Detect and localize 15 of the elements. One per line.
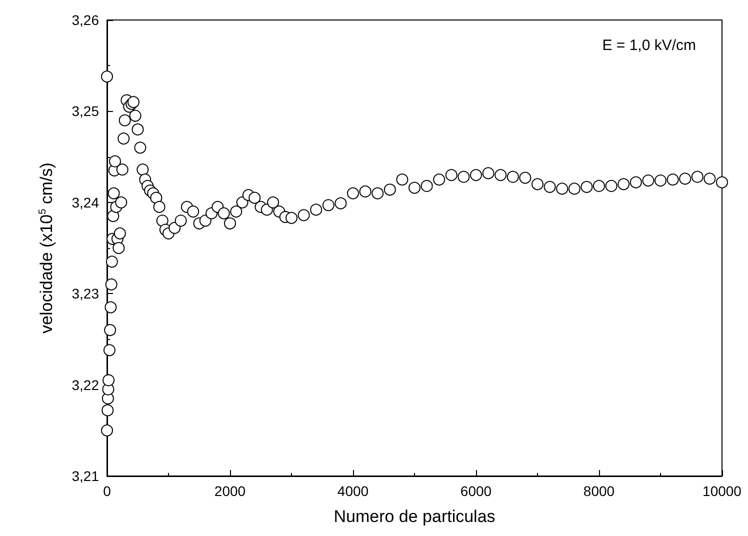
y-tick-label: 3,25 bbox=[72, 103, 100, 120]
y-tick-label: 3,21 bbox=[72, 468, 100, 484]
x-tick-label: 0 bbox=[103, 483, 112, 499]
x-tick-label: 4000 bbox=[337, 483, 369, 499]
x-tick-label: 2000 bbox=[214, 483, 246, 499]
x-tick-label: 8000 bbox=[583, 483, 615, 499]
x-tick-label: 10000 bbox=[702, 483, 742, 499]
annotation: E = 1,0 kV/cm bbox=[602, 37, 696, 54]
y-tick-label: 3,22 bbox=[72, 376, 100, 393]
y-tick-label: 3,23 bbox=[72, 286, 100, 302]
x-axis-title: Numero de particulas bbox=[334, 507, 496, 526]
y-axis-title: velocidade (x105 cm/s) bbox=[37, 162, 56, 334]
y-tick-label: 3,26 bbox=[72, 12, 100, 28]
y-tick-label: 3,24 bbox=[72, 194, 100, 210]
x-tick-label: 6000 bbox=[460, 483, 492, 499]
